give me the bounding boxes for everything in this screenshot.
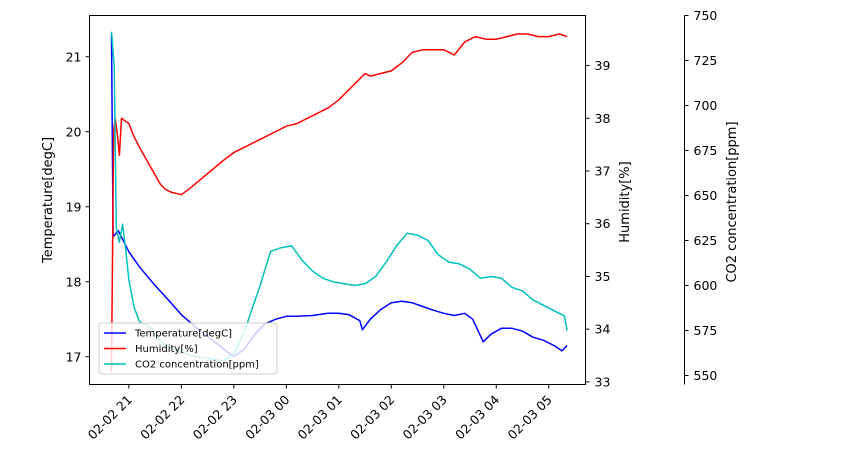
co2-tick: 600 (684, 278, 718, 293)
humidity-tick: 36 (585, 216, 611, 231)
series-line-temperature-degc (110, 34, 568, 358)
humidity-tick: 38 (585, 111, 611, 126)
co2-tick-label: 750 (694, 8, 718, 23)
legend: Temperature[degC] Humidity[%] CO2 concentr… (98, 322, 278, 375)
co2-tick-label: 725 (694, 53, 718, 68)
humidity-tick-label: 36 (595, 216, 611, 231)
series-line-co2-concentration-ppm (110, 31, 568, 362)
humidity-tick: 33 (585, 374, 611, 389)
co2-tick-label: 575 (694, 323, 718, 338)
temperature-tick: 20 (66, 124, 90, 139)
x-tick: 02-03 04 (452, 384, 502, 442)
humidity-tick-label: 39 (595, 58, 611, 73)
temperature-tick-label: 18 (66, 274, 82, 289)
x-tick-label: 02-02 22 (137, 392, 187, 442)
legend-label: CO2 concentration[ppm] (135, 360, 259, 371)
series-line-humidity (110, 33, 568, 372)
temperature-tick-label: 19 (66, 199, 82, 214)
x-tick: 02-03 03 (400, 384, 450, 442)
temperature-tick-label: 21 (66, 49, 82, 64)
series-layer (110, 31, 568, 372)
co2-tick: 625 (684, 233, 718, 248)
co2-tick: 700 (684, 98, 718, 113)
x-tick-label: 02-03 04 (452, 392, 502, 442)
x-tick-label: 02-03 01 (295, 392, 345, 442)
x-tick-label: 02-02 21 (85, 392, 135, 442)
humidity-tick: 34 (585, 322, 611, 337)
x-tick-label: 02-03 00 (242, 392, 292, 442)
temperature-tick-label: 17 (66, 349, 82, 364)
co2-tick: 675 (684, 143, 718, 158)
humidity-tick: 35 (585, 269, 611, 284)
legend-item: Humidity[%] (104, 344, 198, 355)
co2-tick: 725 (684, 53, 718, 68)
co2-tick: 550 (684, 368, 718, 383)
humidity-tick-label: 38 (595, 111, 611, 126)
temperature-tick: 19 (66, 199, 90, 214)
co2-tick-label: 600 (694, 278, 718, 293)
x-tick: 02-02 23 (190, 384, 240, 442)
legend-box (98, 322, 278, 375)
humidity-tick: 39 (585, 58, 611, 73)
co2-tick-label: 675 (694, 143, 718, 158)
co2-tick-label: 650 (694, 188, 718, 203)
co2-axis-label: CO2 concentration[ppm] (725, 121, 740, 282)
co2-tick: 575 (684, 323, 718, 338)
x-tick: 02-03 01 (295, 384, 345, 442)
co2-tick-label: 550 (694, 368, 718, 383)
x-tick-label: 02-02 23 (190, 392, 240, 442)
axes-layer: 02-02 21 02-02 22 02-02 23 02-03 00 02-03 01… (41, 8, 740, 442)
x-tick: 02-02 22 (137, 384, 187, 442)
humidity-tick: 37 (585, 164, 611, 179)
co2-tick: 650 (684, 188, 718, 203)
humidity-tick-label: 35 (595, 269, 611, 284)
temperature-axis-label: Temperature[degC] (41, 137, 56, 264)
humidity-tick-label: 37 (595, 164, 611, 179)
plot-frame (89, 15, 586, 385)
humidity-axis-label: Humidity[%] (618, 161, 633, 242)
legend-label: Temperature[degC] (134, 329, 232, 340)
co2-tick-label: 700 (694, 98, 718, 113)
humidity-tick-label: 34 (595, 322, 611, 337)
x-tick: 02-03 02 (347, 384, 397, 442)
x-tick-label: 02-03 03 (400, 392, 450, 442)
x-tick-label: 02-03 02 (347, 392, 397, 442)
x-tick: 02-03 05 (505, 384, 555, 442)
legend-label: Humidity[%] (135, 344, 198, 355)
temperature-tick: 21 (66, 49, 90, 64)
temperature-tick: 17 (66, 349, 90, 364)
x-tick-label: 02-03 05 (505, 392, 555, 442)
temperature-tick-label: 20 (66, 124, 82, 139)
legend-item: Temperature[degC] (104, 329, 232, 340)
legend-item: CO2 concentration[ppm] (104, 360, 259, 371)
x-tick: 02-03 00 (242, 384, 292, 442)
co2-tick-label: 625 (694, 233, 718, 248)
humidity-tick-label: 33 (595, 374, 611, 389)
x-tick: 02-02 21 (85, 384, 135, 442)
co2-tick: 750 (684, 8, 718, 23)
temperature-tick: 18 (66, 274, 90, 289)
